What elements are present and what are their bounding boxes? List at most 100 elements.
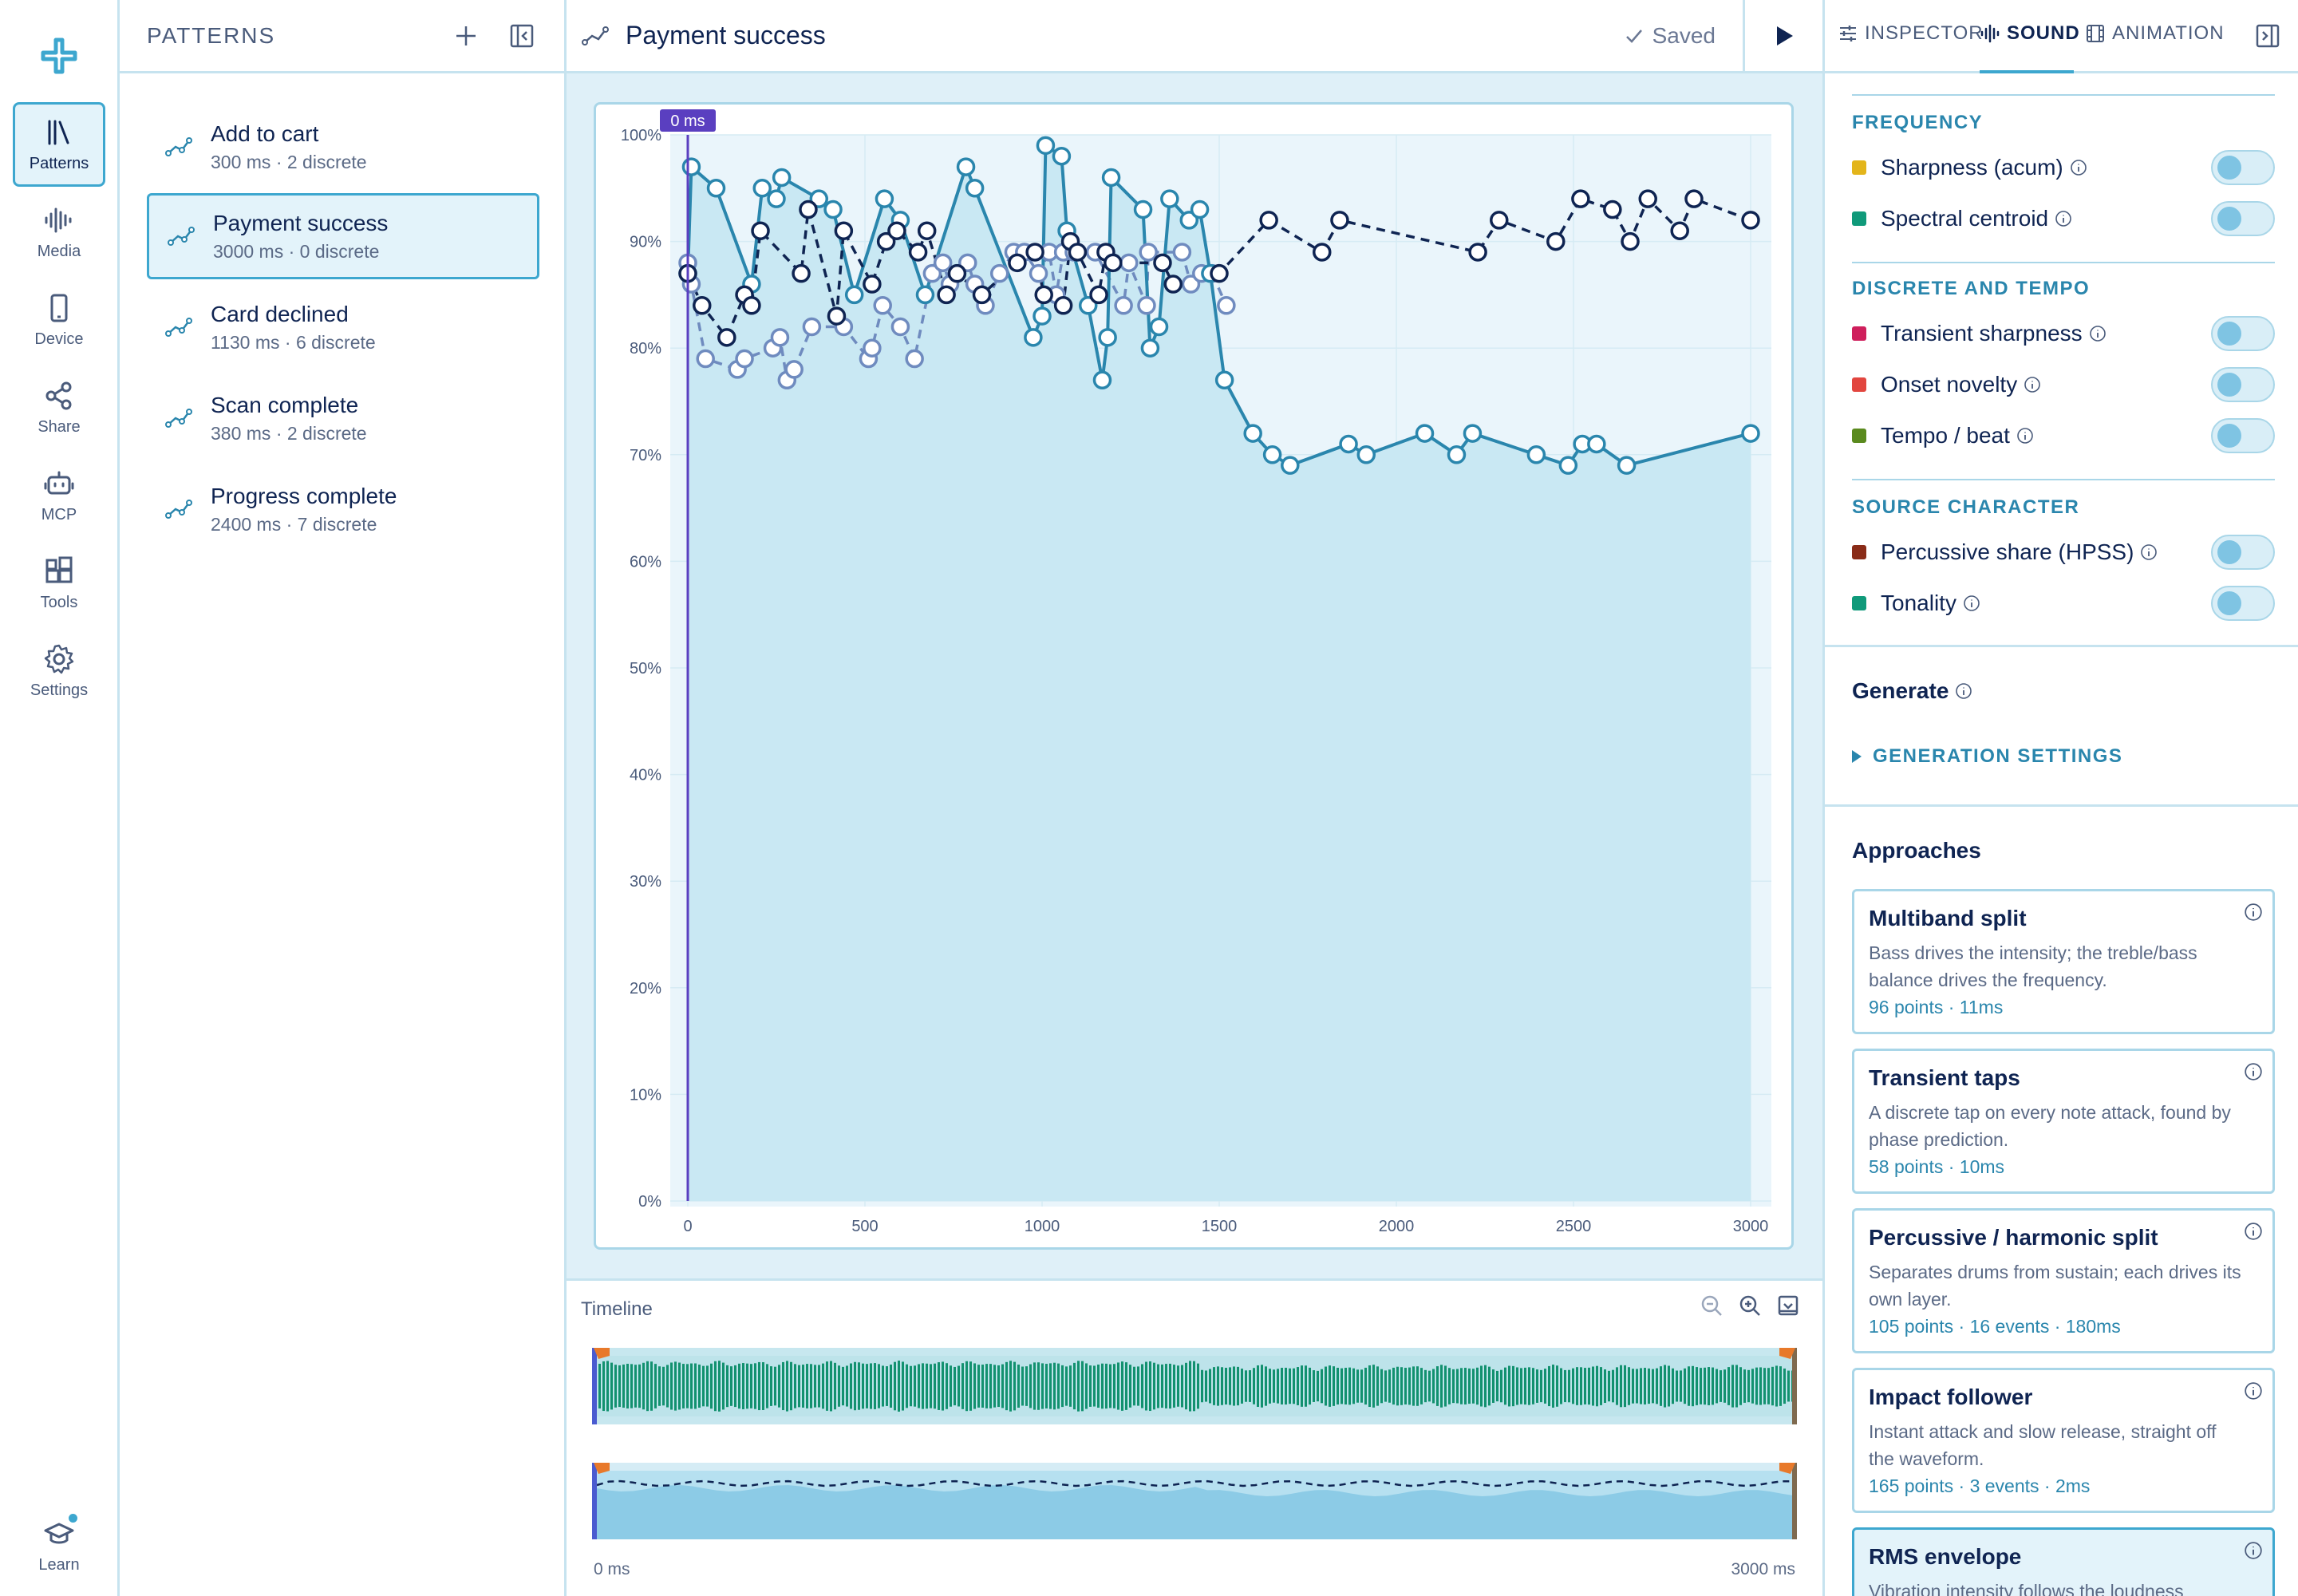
data-point-sharpness[interactable] <box>1137 296 1156 315</box>
data-point-frequency[interactable] <box>1603 200 1622 219</box>
data-point-frequency[interactable] <box>792 263 811 283</box>
data-point-frequency[interactable] <box>693 296 712 315</box>
feature-toggle[interactable] <box>2211 418 2275 453</box>
data-point-intensity[interactable] <box>1092 370 1112 390</box>
data-point-sharpness[interactable] <box>873 296 892 315</box>
fit-view-icon[interactable] <box>1776 1294 1800 1317</box>
info-icon[interactable] <box>2024 376 2041 393</box>
data-point-intensity[interactable] <box>767 189 786 208</box>
zoom-in-icon[interactable] <box>1738 1294 1762 1317</box>
rail-item-mcp[interactable]: MCP <box>13 453 105 538</box>
data-point-intensity[interactable] <box>1098 328 1117 347</box>
pattern-list-item[interactable]: Progress complete 2400 ms · 7 discrete <box>147 466 539 552</box>
zoom-out-icon[interactable] <box>1700 1294 1724 1317</box>
info-icon[interactable] <box>2016 427 2034 444</box>
feature-toggle[interactable] <box>2211 535 2275 570</box>
data-point-frequency[interactable] <box>1330 211 1349 230</box>
data-point-sharpness[interactable] <box>784 360 804 379</box>
pattern-list-item[interactable]: Card declined 1130 ms · 6 discrete <box>147 284 539 370</box>
data-point-frequency[interactable] <box>876 231 896 251</box>
tab-sound[interactable]: SOUND <box>1980 22 2080 45</box>
data-point-intensity[interactable] <box>1033 306 1052 326</box>
approach-card[interactable]: Impact follower Instant attack and slow … <box>1852 1368 2275 1513</box>
pattern-list-item[interactable]: Scan complete 380 ms · 2 discrete <box>147 375 539 461</box>
info-icon[interactable] <box>2244 1222 2263 1241</box>
data-point-intensity[interactable] <box>1179 211 1199 230</box>
data-point-intensity[interactable] <box>1036 136 1056 156</box>
data-point-sharpness[interactable] <box>696 349 715 369</box>
data-point-frequency[interactable] <box>1670 221 1689 240</box>
data-point-intensity[interactable] <box>1214 370 1234 390</box>
feature-row[interactable]: Spectral centroid <box>1852 201 2275 236</box>
collapse-right-icon[interactable] <box>2254 22 2281 49</box>
data-point-sharpness[interactable] <box>863 338 882 358</box>
trim-marker-start[interactable] <box>594 1463 610 1474</box>
data-point-frequency[interactable] <box>1053 296 1073 315</box>
data-point-intensity[interactable] <box>1133 200 1153 219</box>
feature-toggle[interactable] <box>2211 150 2275 185</box>
data-point-frequency[interactable] <box>863 275 882 294</box>
data-point-frequency[interactable] <box>947 263 967 283</box>
data-point-frequency[interactable] <box>1638 189 1657 208</box>
data-point-frequency[interactable] <box>1468 243 1487 262</box>
data-point-intensity[interactable] <box>1262 445 1282 464</box>
data-point-frequency[interactable] <box>799 200 818 219</box>
data-point-frequency[interactable] <box>1025 243 1044 262</box>
trim-handle[interactable] <box>1792 1348 1797 1424</box>
data-point-frequency[interactable] <box>937 285 956 305</box>
approach-card[interactable]: Transient taps A discrete tap on every n… <box>1852 1049 2275 1194</box>
feature-toggle[interactable] <box>2211 367 2275 402</box>
data-point-intensity[interactable] <box>1078 296 1098 315</box>
data-point-intensity[interactable] <box>1741 424 1760 443</box>
pattern-list-item[interactable]: Add to cart 300 ms · 2 discrete <box>147 104 539 190</box>
info-icon[interactable] <box>2070 159 2087 176</box>
info-icon[interactable] <box>2055 210 2072 227</box>
data-point-frequency[interactable] <box>1008 253 1027 273</box>
feature-row[interactable]: Sharpness (acum) <box>1852 150 2275 185</box>
data-point-frequency[interactable] <box>1621 231 1640 251</box>
info-icon[interactable] <box>2244 903 2263 922</box>
play-button[interactable] <box>1743 0 1822 73</box>
approach-card[interactable]: Percussive / harmonic split Separates dr… <box>1852 1208 2275 1353</box>
data-point-frequency[interactable] <box>1571 189 1590 208</box>
data-point-frequency[interactable] <box>1210 263 1229 283</box>
data-point-frequency[interactable] <box>1089 285 1108 305</box>
data-point-intensity[interactable] <box>706 179 726 198</box>
data-point-intensity[interactable] <box>1356 445 1376 464</box>
data-point-frequency[interactable] <box>1034 285 1053 305</box>
approach-card[interactable]: Multiband split Bass drives the intensit… <box>1852 889 2275 1034</box>
data-point-intensity[interactable] <box>1587 434 1606 454</box>
feature-toggle[interactable] <box>2211 316 2275 351</box>
data-point-intensity[interactable] <box>809 189 829 208</box>
data-point-frequency[interactable] <box>887 221 906 240</box>
data-point-intensity[interactable] <box>1160 189 1179 208</box>
data-point-intensity[interactable] <box>1447 445 1467 464</box>
data-point-intensity[interactable] <box>772 168 792 188</box>
data-point-sharpness[interactable] <box>1029 263 1048 283</box>
data-point-frequency[interactable] <box>717 328 736 347</box>
tab-animation[interactable]: ANIMATION <box>2085 22 2225 45</box>
generation-settings-toggle[interactable]: GENERATION SETTINGS <box>1852 745 2122 768</box>
info-icon[interactable] <box>2244 1541 2263 1560</box>
data-point-intensity[interactable] <box>1415 424 1435 443</box>
data-point-intensity[interactable] <box>1140 338 1160 358</box>
data-point-sharpness[interactable] <box>905 349 924 369</box>
data-point-frequency[interactable] <box>1490 211 1509 230</box>
data-point-sharpness[interactable] <box>933 253 953 273</box>
feature-row[interactable]: Tonality <box>1852 586 2275 621</box>
data-point-intensity[interactable] <box>1101 168 1121 188</box>
info-icon[interactable] <box>2244 1381 2263 1400</box>
trim-handle[interactable] <box>592 1348 597 1424</box>
data-point-intensity[interactable] <box>965 179 985 198</box>
info-icon[interactable] <box>2140 543 2158 561</box>
data-point-sharpness[interactable] <box>1172 243 1192 262</box>
rail-item-share[interactable]: Share <box>13 365 105 450</box>
add-pattern-button[interactable] <box>449 19 483 53</box>
data-point-sharpness[interactable] <box>1139 243 1158 262</box>
data-point-sharpness[interactable] <box>770 328 790 347</box>
data-point-sharpness[interactable] <box>989 263 1009 283</box>
data-point-frequency[interactable] <box>827 306 847 326</box>
data-point-frequency[interactable] <box>742 296 761 315</box>
data-point-frequency[interactable] <box>1163 275 1183 294</box>
data-point-intensity[interactable] <box>1149 317 1169 337</box>
